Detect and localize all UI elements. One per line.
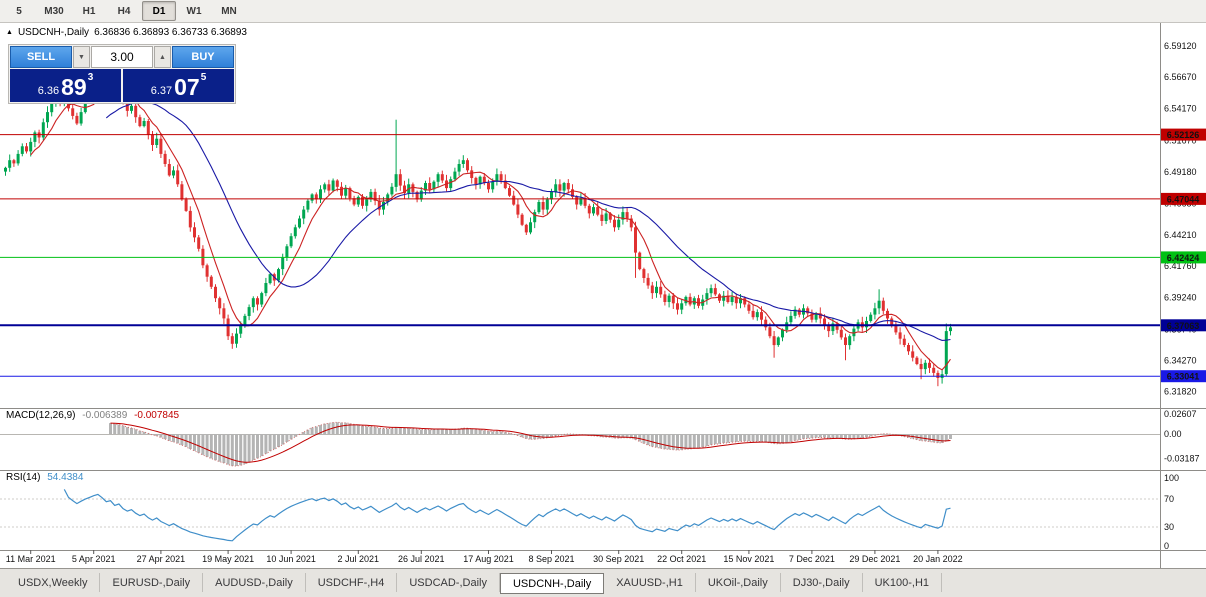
volume-input[interactable]: 3.00 xyxy=(91,46,153,68)
bid-price-prefix: 6.36 xyxy=(37,84,60,97)
chart-title: ▲ USDCNH-,Daily 6.36836 6.36893 6.36733 … xyxy=(6,27,247,38)
time-axis[interactable]: 11 Mar 2021 5 Apr 2021 27 Apr 2021 19 May 2… xyxy=(6,550,963,564)
bid-price-point: 3 xyxy=(87,72,94,83)
svg-text:30: 30 xyxy=(1164,522,1174,532)
chart-tab-uk100-h1[interactable]: UK100-,H1 xyxy=(863,573,943,592)
ask-price-display: 6.37 07 5 xyxy=(123,69,234,102)
svg-text:17 Aug 2021: 17 Aug 2021 xyxy=(463,554,514,564)
chart-title-symbol: USDCNH-,Daily xyxy=(17,27,90,38)
macd-value-2: -0.007845 xyxy=(134,410,180,421)
rsi-pane xyxy=(0,489,1160,542)
pane-dividers xyxy=(0,22,1206,568)
svg-text:10 Jun 2021: 10 Jun 2021 xyxy=(266,554,316,564)
svg-text:11 Mar 2021: 11 Mar 2021 xyxy=(6,554,56,564)
svg-text:6.41760: 6.41760 xyxy=(1164,261,1197,271)
timeframe-button-d1[interactable]: D1 xyxy=(142,1,176,21)
svg-text:5 Apr 2021: 5 Apr 2021 xyxy=(72,554,116,564)
svg-text:6.42424: 6.42424 xyxy=(1167,253,1200,263)
svg-text:6.44210: 6.44210 xyxy=(1164,230,1197,240)
svg-text:70: 70 xyxy=(1164,494,1174,504)
svg-text:6.33041: 6.33041 xyxy=(1167,372,1200,382)
svg-text:26 Jul 2021: 26 Jul 2021 xyxy=(398,554,445,564)
ask-price-big-digits: 07 xyxy=(174,74,200,101)
level-price-badge xyxy=(1161,128,1206,141)
svg-text:0.02607: 0.02607 xyxy=(1164,409,1197,419)
timeframe-toolbar: 5 M30 H1 H4 D1 W1 MN xyxy=(0,0,1206,23)
chart-tab-xauusd-h1[interactable]: XAUUSD-,H1 xyxy=(604,573,696,592)
chart-tab-usdx-weekly[interactable]: USDX,Weekly xyxy=(6,573,101,592)
symbol-marker-icon: ▲ xyxy=(6,29,13,36)
level-price-badge xyxy=(1161,251,1206,264)
chart-tab-bar: USDX,Weekly EURUSD-,Daily AUDUSD-,Daily USD… xyxy=(0,568,1206,597)
level-price-badge xyxy=(1161,370,1206,383)
buy-button[interactable]: BUY xyxy=(172,46,234,68)
timeframe-button-m30[interactable]: M30 xyxy=(44,5,64,17)
horizontal-level-lines[interactable] xyxy=(0,134,1160,377)
rsi-indicator-label: RSI(14) 54.4384 xyxy=(6,472,87,483)
ma-fast-line xyxy=(30,82,951,371)
svg-text:6.49180: 6.49180 xyxy=(1164,167,1197,177)
bid-price-big-digits: 89 xyxy=(61,74,87,101)
svg-text:100: 100 xyxy=(1164,473,1179,483)
timeframe-button-h4[interactable]: H4 xyxy=(117,5,131,17)
rsi-value: 54.4384 xyxy=(47,472,84,483)
timeframe-button-h1[interactable]: H1 xyxy=(82,5,96,17)
timeframe-button-w1[interactable]: W1 xyxy=(186,5,202,17)
ask-price-point: 5 xyxy=(200,72,207,83)
svg-text:0: 0 xyxy=(1164,541,1169,551)
svg-text:6.31820: 6.31820 xyxy=(1164,387,1197,397)
rsi-line xyxy=(63,489,951,542)
svg-text:6.34270: 6.34270 xyxy=(1164,356,1197,366)
price-axis[interactable]: 6.591206.566706.541706.516706.491806.466… xyxy=(1161,41,1206,551)
ma-slow-line xyxy=(105,101,951,341)
chart-tab-usdcnh-daily[interactable]: USDCNH-,Daily xyxy=(499,573,605,594)
svg-text:6.52126: 6.52126 xyxy=(1167,130,1200,140)
volume-increase-button[interactable]: ▲ xyxy=(154,46,171,68)
macd-signal-line xyxy=(110,422,951,463)
svg-text:-0.03187: -0.03187 xyxy=(1164,454,1200,464)
bid-price-display: 6.36 89 3 xyxy=(10,69,121,102)
timeframe-button-mn[interactable]: MN xyxy=(221,5,237,17)
macd-name: MACD(12,26,9) xyxy=(6,410,76,421)
macd-pane xyxy=(0,421,1160,467)
svg-text:19 May 2021: 19 May 2021 xyxy=(202,554,254,564)
level-price-badge xyxy=(1161,192,1206,205)
chart-tab-dj30-daily[interactable]: DJ30-,Daily xyxy=(781,573,863,592)
ask-price-prefix: 6.37 xyxy=(150,84,173,97)
chart-tab-ukoil-daily[interactable]: UKOil-,Daily xyxy=(696,573,781,592)
svg-text:8 Sep 2021: 8 Sep 2021 xyxy=(528,554,574,564)
macd-indicator-label: MACD(12,26,9) -0.006389 -0.007845 xyxy=(6,410,183,421)
svg-text:6.39240: 6.39240 xyxy=(1164,293,1197,303)
svg-text:29 Dec 2021: 29 Dec 2021 xyxy=(849,554,900,564)
macd-value-1: -0.006389 xyxy=(82,410,128,421)
moving-averages xyxy=(30,82,951,371)
one-click-trading-panel: SELL ▼ 3.00 ▲ BUY 6.36 89 3 6.37 07 5 xyxy=(8,44,236,104)
svg-text:2 Jul 2021: 2 Jul 2021 xyxy=(338,554,380,564)
svg-text:6.54170: 6.54170 xyxy=(1164,104,1197,114)
svg-text:30 Sep 2021: 30 Sep 2021 xyxy=(593,554,644,564)
svg-text:6.56670: 6.56670 xyxy=(1164,72,1197,82)
chart-tabs: USDX,Weekly EURUSD-,Daily AUDUSD-,Daily USD… xyxy=(6,573,1206,594)
svg-text:15 Nov 2021: 15 Nov 2021 xyxy=(723,554,774,564)
timeframe-buttons: 5 M30 H1 H4 D1 W1 MN xyxy=(2,1,246,21)
svg-text:0.00: 0.00 xyxy=(1164,429,1182,439)
svg-text:22 Oct 2021: 22 Oct 2021 xyxy=(657,554,706,564)
svg-text:7 Dec 2021: 7 Dec 2021 xyxy=(789,554,835,564)
chart-tab-eurusd-daily[interactable]: EURUSD-,Daily xyxy=(100,573,204,592)
svg-text:6.59120: 6.59120 xyxy=(1164,41,1197,51)
svg-text:6.37063: 6.37063 xyxy=(1167,321,1200,331)
chart-title-ohlc: 6.36836 6.36893 6.36733 6.36893 xyxy=(94,27,247,38)
rsi-name: RSI(14) xyxy=(6,472,41,483)
sell-button[interactable]: SELL xyxy=(10,46,72,68)
svg-text:27 Apr 2021: 27 Apr 2021 xyxy=(137,554,186,564)
level-price-badge xyxy=(1161,319,1206,332)
chart-tab-audusd-daily[interactable]: AUDUSD-,Daily xyxy=(203,573,306,592)
volume-decrease-button[interactable]: ▼ xyxy=(73,46,90,68)
chart-tab-usdchf-h4[interactable]: USDCHF-,H4 xyxy=(306,573,398,592)
timeframe-button-5[interactable]: 5 xyxy=(16,5,22,17)
chart-tab-usdcad-daily[interactable]: USDCAD-,Daily xyxy=(397,573,500,592)
svg-text:6.47044: 6.47044 xyxy=(1167,194,1200,204)
svg-text:20 Jan 2022: 20 Jan 2022 xyxy=(913,554,963,564)
